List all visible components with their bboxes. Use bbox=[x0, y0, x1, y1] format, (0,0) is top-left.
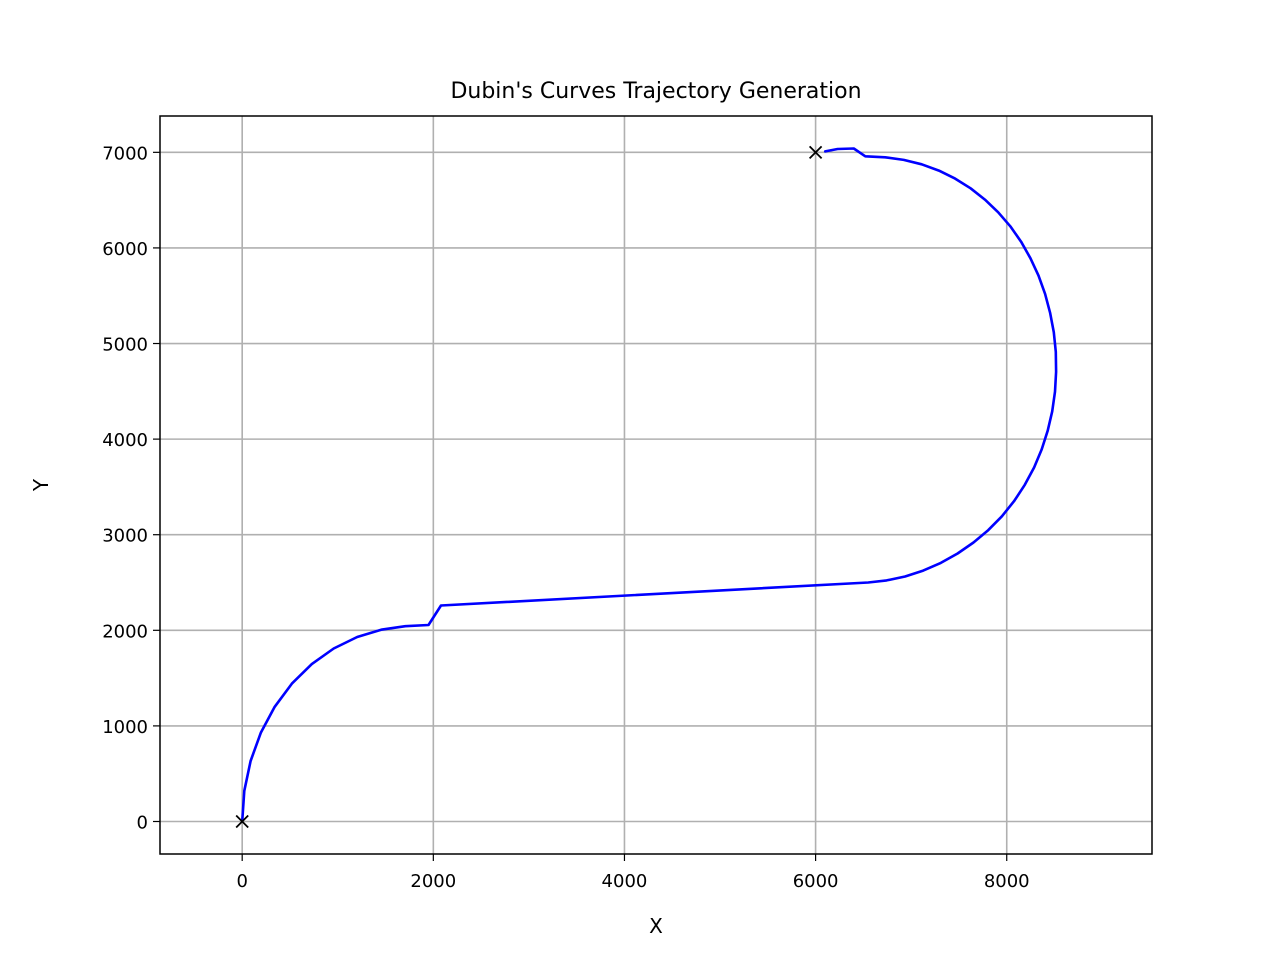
plot-frame bbox=[159, 115, 1153, 855]
grid bbox=[160, 116, 1152, 854]
y-tick-label: 2000 bbox=[102, 621, 148, 642]
x-tick-label: 2000 bbox=[410, 871, 456, 892]
trajectory-line bbox=[240, 147, 1058, 823]
chart-title: Dubin's Curves Trajectory Generation bbox=[450, 79, 861, 104]
y-tick-label: 3000 bbox=[102, 526, 148, 547]
endpoint-marker bbox=[808, 145, 823, 159]
x-tick-label: 0 bbox=[236, 871, 247, 892]
y-tick-label: 7000 bbox=[102, 143, 148, 164]
x-tick-label: 6000 bbox=[793, 871, 839, 892]
marker-stroke bbox=[808, 145, 823, 159]
series-layer bbox=[240, 147, 1058, 823]
marker-stroke bbox=[235, 814, 249, 829]
x-tick-label: 8000 bbox=[984, 871, 1030, 892]
tick-layer: 0 2000 4000 6000 8000 0 1000 2000 3000 4000 5000 60… bbox=[102, 143, 1029, 892]
x-tick-label: 4000 bbox=[602, 871, 648, 892]
y-tick-label: 6000 bbox=[102, 239, 148, 260]
marker-layer bbox=[235, 145, 823, 829]
y-axis-label: Y bbox=[29, 478, 53, 492]
y-tick-label: 0 bbox=[137, 812, 148, 833]
x-axis-label: X bbox=[649, 914, 663, 938]
y-tick-label: 4000 bbox=[102, 430, 148, 451]
endpoint-marker bbox=[235, 814, 249, 829]
y-tick-label: 1000 bbox=[102, 717, 148, 738]
y-tick-label: 5000 bbox=[102, 335, 148, 356]
